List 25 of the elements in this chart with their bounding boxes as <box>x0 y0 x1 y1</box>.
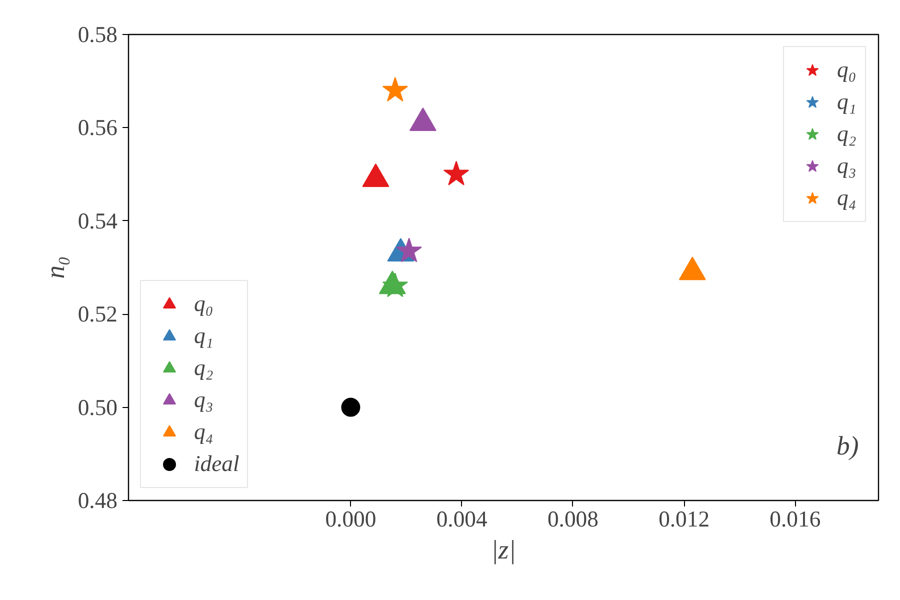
legend-label: q₄ <box>194 419 214 445</box>
annotation: b) <box>836 430 859 460</box>
legend-label: q₁ <box>194 323 214 349</box>
x-axis-title: |z| <box>490 534 516 564</box>
y-tick-label: 0.56 <box>78 115 118 140</box>
y-tick-label: 0.48 <box>78 488 118 513</box>
legend-label: q₂ <box>194 355 214 381</box>
legend-label: q₂ <box>837 121 857 147</box>
x-tick-label: 0.004 <box>436 506 488 532</box>
legend-label: q₀ <box>837 57 857 83</box>
legend-label: q₃ <box>194 387 214 413</box>
y-tick-label: 0.58 <box>78 22 118 47</box>
x-tick-label: 0.008 <box>547 506 598 532</box>
y-tick-label: 0.54 <box>78 208 118 234</box>
legend-label: q₄ <box>837 185 857 211</box>
legend-label: q₁ <box>837 89 857 115</box>
legend-label: q₀ <box>194 291 214 317</box>
y-tick-label: 0.50 <box>78 394 118 420</box>
legend-label: q₃ <box>837 153 857 179</box>
y-axis-title: n₀ <box>40 256 70 279</box>
x-tick-label: 0.016 <box>770 506 821 532</box>
y-tick-label: 0.52 <box>78 302 118 327</box>
x-tick-label: 0.000 <box>325 506 376 532</box>
legend-label: ideal <box>194 451 240 477</box>
x-tick-label: 0.012 <box>658 506 710 532</box>
